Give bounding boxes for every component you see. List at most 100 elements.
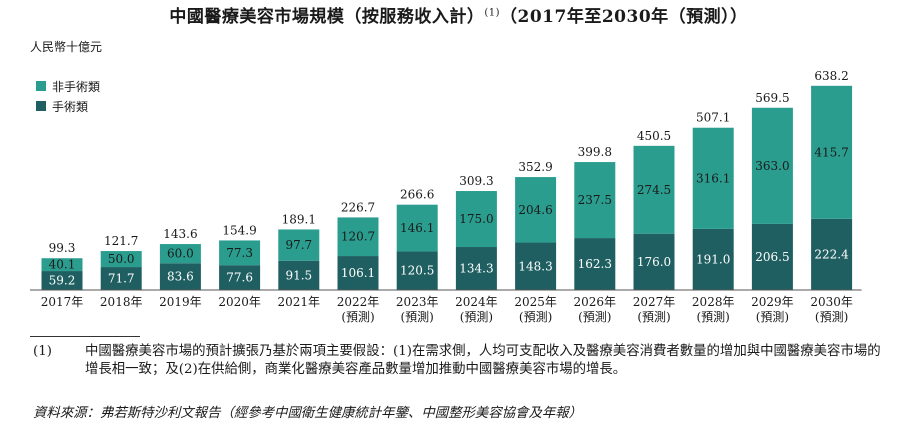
data-label-surgical: 134.3	[459, 262, 493, 276]
x-tick-label: 2030年	[810, 295, 853, 309]
bar-non-surgical	[396, 204, 438, 252]
x-tick-label: (預測)	[460, 310, 493, 324]
x-tick-label: 2022年	[337, 295, 380, 309]
data-label-non-surgical: 274.5	[637, 183, 671, 197]
data-label-non-surgical: 175.0	[459, 212, 493, 226]
x-tick-label: 2023年	[396, 295, 439, 309]
x-tick-label: (預測)	[341, 310, 374, 324]
data-label-surgical: 106.1	[341, 266, 375, 280]
data-label-non-surgical: 316.1	[696, 171, 730, 185]
data-label-surgical: 59.2	[49, 274, 76, 288]
bar-surgical	[455, 247, 497, 290]
data-label-total: 450.5	[637, 129, 671, 143]
data-label-surgical: 176.0	[637, 255, 671, 269]
x-tick-label: 2026年	[574, 295, 617, 309]
data-label-surgical: 148.3	[518, 259, 552, 273]
bar-surgical	[396, 251, 438, 290]
footnote-rule	[30, 336, 140, 337]
x-tick-label: 2028年	[692, 295, 735, 309]
x-tick-label: (預測)	[401, 310, 434, 324]
data-label-non-surgical: 146.1	[400, 221, 434, 235]
data-label-total: 507.1	[696, 111, 730, 125]
bar-surgical	[633, 233, 675, 290]
bar-non-surgical	[811, 85, 853, 219]
data-label-total: 569.5	[755, 91, 789, 105]
data-label-non-surgical: 415.7	[814, 145, 848, 159]
data-label-total: 352.9	[518, 160, 552, 174]
x-tick-label: 2020年	[218, 295, 261, 309]
x-tick-label: 2017年	[41, 295, 84, 309]
x-tick-label: (預測)	[519, 310, 552, 324]
data-label-surgical: 77.6	[226, 271, 253, 285]
footnote-text: 中國醫療美容市場的預計擴張乃基於兩項主要假設：(1)在需求側，人均可支配收入及醫…	[85, 344, 881, 377]
bar-surgical	[41, 271, 83, 290]
x-tick-label: 2025年	[514, 295, 557, 309]
data-label-non-surgical: 77.3	[226, 246, 253, 260]
bar-non-surgical	[100, 251, 142, 268]
bar-non-surgical	[455, 191, 497, 248]
bar-surgical	[515, 242, 557, 290]
bar-non-surgical	[574, 162, 616, 239]
x-tick-label: 2019年	[159, 295, 202, 309]
bar-surgical	[574, 238, 616, 290]
data-label-surgical: 191.0	[696, 252, 730, 266]
data-label-total: 154.9	[222, 223, 256, 237]
footnote-number: (1)	[33, 344, 52, 359]
x-tick-label: (預測)	[697, 310, 730, 324]
data-label-surgical: 222.4	[814, 247, 849, 261]
x-tick-label: (預測)	[815, 310, 848, 324]
bar-non-surgical	[633, 145, 675, 234]
x-tick-label: 2024年	[455, 295, 498, 309]
bar-non-surgical	[337, 217, 379, 257]
data-label-total: 399.8	[578, 145, 612, 159]
x-tick-label: 2027年	[633, 295, 676, 309]
legend-label-non-surgical: 非手術類	[52, 79, 101, 94]
data-label-non-surgical: 50.0	[108, 252, 135, 266]
data-label-total: 226.7	[341, 200, 375, 214]
stacked-bar-chart: 59.2 40.1 99.3 2017年 71.7 50.0 121.7 2018年 83.6 6…	[30, 69, 862, 324]
data-label-non-surgical: 120.7	[341, 230, 375, 244]
data-label-total: 189.1	[282, 212, 316, 226]
source-note: 資料來源：弗若斯特沙利文報告（經參考中國衛生健康統計年鑒、中國整形美容協會及年報…	[33, 406, 583, 421]
bar-surgical	[337, 256, 379, 290]
data-label-non-surgical: 40.1	[49, 258, 76, 272]
legend-item-non-surgical: 非手術類	[36, 76, 100, 96]
legend-swatch-surgical	[36, 101, 46, 111]
data-label-total: 143.6	[163, 227, 197, 241]
data-label-surgical: 71.7	[108, 272, 135, 286]
x-tick-label: (預測)	[637, 310, 670, 324]
data-label-surgical: 206.5	[755, 250, 789, 264]
data-label-surgical: 91.5	[285, 268, 312, 282]
data-label-non-surgical: 204.6	[518, 203, 552, 217]
x-tick-label: (預測)	[756, 310, 789, 324]
data-label-non-surgical: 237.5	[578, 193, 612, 207]
chart-title-range: （2017年至2030年（預測））	[500, 7, 748, 27]
bar-surgical	[100, 267, 142, 290]
chart-legend: 非手術類 手術類	[36, 76, 100, 116]
bar-surgical	[219, 265, 261, 290]
x-tick-label: (預測)	[578, 310, 611, 324]
data-label-total: 638.2	[814, 69, 848, 83]
x-tick-label: 2021年	[278, 295, 321, 309]
legend-item-surgical: 手術類	[36, 96, 100, 116]
bar-non-surgical	[219, 240, 261, 266]
x-tick-label: 2018年	[100, 295, 143, 309]
bar-non-surgical	[751, 107, 793, 224]
data-label-total: 121.7	[104, 234, 138, 248]
bar-surgical	[278, 260, 320, 290]
data-label-surgical: 120.5	[400, 264, 434, 278]
data-label-non-surgical: 97.7	[285, 238, 312, 252]
x-tick-label: 2029年	[751, 295, 794, 309]
bar-non-surgical	[159, 244, 201, 264]
y-axis-unit-label: 人民幣十億元	[30, 40, 103, 54]
bar-surgical	[692, 228, 734, 290]
title-footnote-marker: (1)	[484, 7, 501, 19]
chart-title: 中國醫療美容市場規模（按服務收入計）(1)（2017年至2030年（預測））	[0, 2, 917, 27]
bar-surgical	[751, 223, 793, 290]
data-label-total: 266.6	[400, 188, 434, 202]
data-label-total: 309.3	[459, 174, 493, 188]
bar-non-surgical	[278, 229, 320, 261]
data-label-non-surgical: 363.0	[755, 159, 789, 173]
data-label-surgical: 83.6	[167, 270, 194, 284]
legend-swatch-non-surgical	[36, 81, 46, 91]
